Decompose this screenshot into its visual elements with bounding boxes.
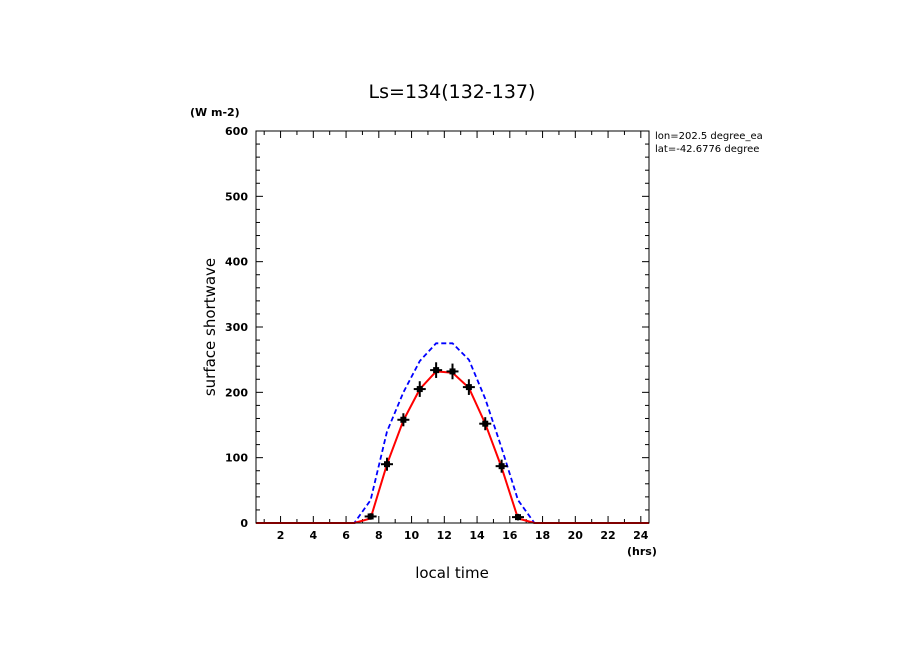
x-unit-label: (hrs) bbox=[627, 545, 657, 558]
x-tick-label: 18 bbox=[535, 529, 550, 542]
data-point-marker bbox=[512, 513, 524, 521]
data-point-marker bbox=[430, 362, 443, 378]
data-point-marker bbox=[462, 379, 475, 395]
y-axis-title: surface shortwave bbox=[201, 258, 219, 396]
x-tick-label: 20 bbox=[568, 529, 584, 542]
solid-series-line bbox=[256, 370, 649, 524]
x-tick-label: 14 bbox=[469, 529, 485, 542]
data-point-marker bbox=[381, 457, 393, 471]
x-tick-label: 2 bbox=[277, 529, 285, 542]
data-point-marker bbox=[364, 513, 377, 520]
x-tick-label: 4 bbox=[309, 529, 317, 542]
data-point-marker bbox=[446, 363, 459, 380]
lon-annotation: lon=202.5 degree_ea bbox=[655, 131, 763, 142]
y-tick-label: 500 bbox=[225, 190, 248, 203]
y-tick-label: 0 bbox=[240, 517, 248, 530]
y-tick-label: 400 bbox=[225, 256, 248, 269]
plot-frame bbox=[255, 130, 650, 524]
lat-annotation: lat=-42.6776 degree bbox=[655, 144, 759, 155]
y-tick-label: 200 bbox=[225, 386, 248, 399]
y-tick-label: 300 bbox=[225, 321, 248, 334]
y-tick-label: 100 bbox=[225, 452, 248, 465]
y-tick-label: 600 bbox=[225, 125, 248, 138]
data-point-marker bbox=[397, 413, 410, 427]
x-tick-label: 8 bbox=[375, 529, 383, 542]
x-tick-label: 6 bbox=[342, 529, 350, 542]
data-point-marker bbox=[413, 381, 426, 397]
x-tick-label: 24 bbox=[633, 529, 649, 542]
x-tick-label: 10 bbox=[404, 529, 420, 542]
chart-title: Ls=134(132-137) bbox=[369, 81, 536, 103]
x-tick-label: 16 bbox=[502, 529, 518, 542]
x-tick-label: 12 bbox=[437, 529, 452, 542]
data-point-marker bbox=[479, 417, 492, 431]
x-tick-label: 22 bbox=[600, 529, 615, 542]
x-axis-title: local time bbox=[415, 564, 489, 582]
y-unit-label: (W m-2) bbox=[190, 106, 240, 119]
data-point-marker bbox=[495, 459, 508, 473]
